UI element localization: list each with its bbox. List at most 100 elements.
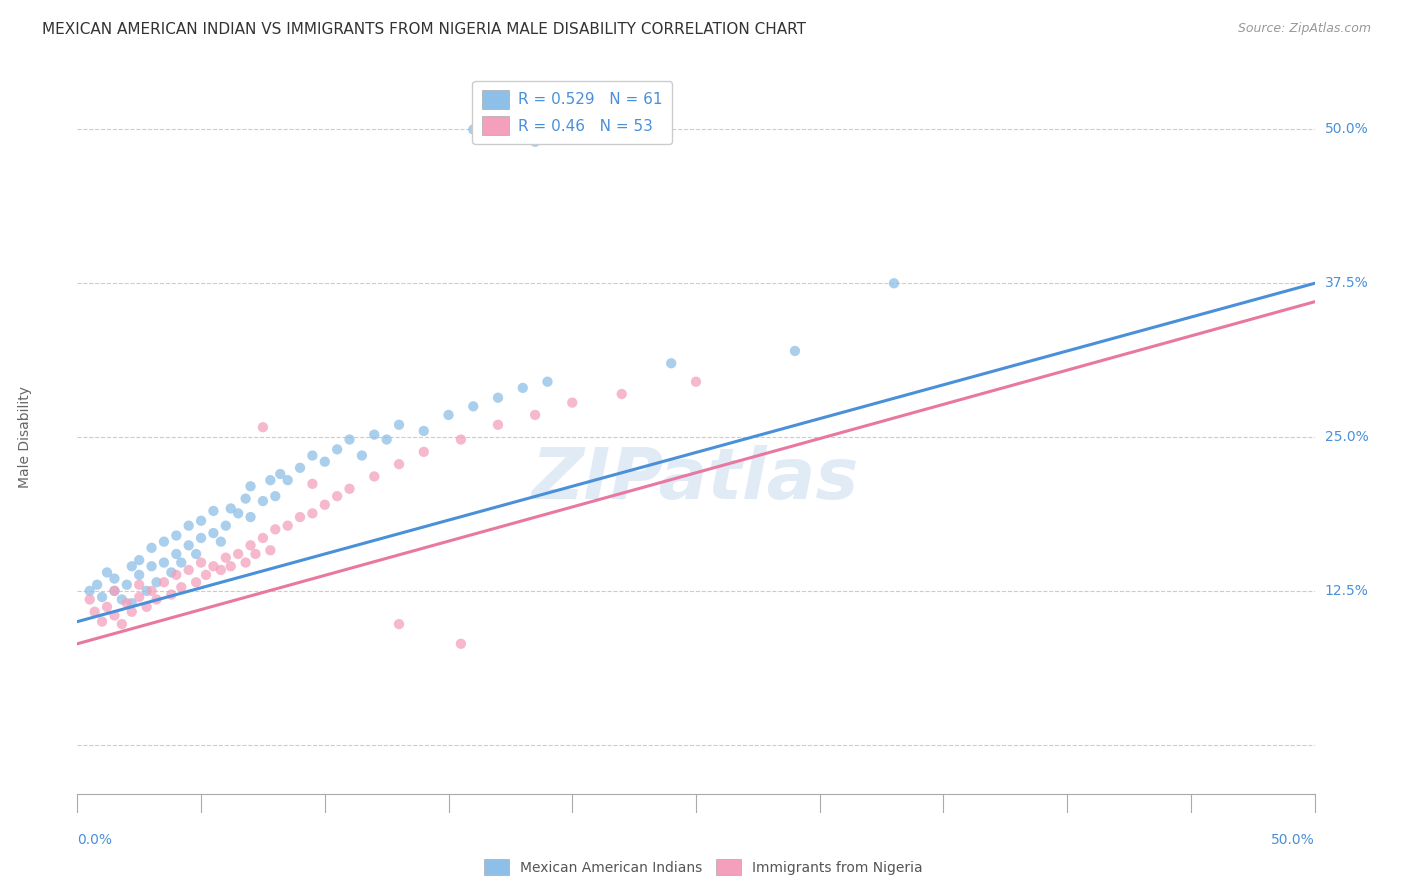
Point: [524, 408, 547, 422]
Point: [79, 592, 101, 607]
Point: [363, 469, 385, 483]
Point: [79, 583, 101, 598]
Point: [783, 343, 806, 358]
Point: [141, 559, 163, 574]
Text: 50.0%: 50.0%: [1324, 122, 1368, 136]
Point: [135, 599, 157, 614]
Point: [277, 473, 299, 487]
Point: [103, 583, 125, 598]
Point: [160, 566, 183, 580]
Point: [135, 583, 157, 598]
Point: [184, 575, 207, 590]
Point: [165, 547, 187, 561]
Point: [301, 449, 323, 463]
Point: [141, 541, 163, 555]
Point: [252, 531, 274, 545]
Point: [350, 449, 373, 463]
Point: [209, 563, 232, 577]
Point: [103, 572, 125, 586]
Point: [209, 534, 232, 549]
Point: [314, 498, 336, 512]
Point: [202, 559, 225, 574]
Point: [91, 615, 114, 629]
Text: 12.5%: 12.5%: [1324, 584, 1368, 598]
Point: [486, 417, 509, 432]
Point: [128, 578, 150, 592]
Point: [215, 518, 238, 533]
Point: [450, 433, 472, 447]
Point: [128, 567, 150, 582]
Point: [141, 583, 163, 598]
Point: [165, 567, 187, 582]
Point: [259, 543, 281, 558]
Point: [463, 122, 485, 136]
Point: [226, 507, 249, 521]
Point: [121, 605, 143, 619]
Point: [301, 507, 323, 521]
Point: [239, 479, 262, 493]
Point: [190, 531, 212, 545]
Point: [524, 135, 547, 149]
Point: [145, 575, 167, 590]
Point: [277, 518, 299, 533]
Point: [685, 375, 707, 389]
Point: [170, 580, 193, 594]
Point: [412, 445, 434, 459]
Point: [314, 455, 336, 469]
Point: [202, 526, 225, 541]
Point: [202, 504, 225, 518]
Point: [235, 491, 257, 506]
Text: ZIPatlas: ZIPatlas: [533, 445, 859, 515]
Point: [111, 617, 134, 632]
Point: [160, 588, 183, 602]
Point: [235, 556, 257, 570]
Point: [165, 528, 187, 542]
Point: [561, 395, 583, 409]
Text: 0.0%: 0.0%: [77, 833, 112, 847]
Point: [388, 457, 411, 471]
Text: MEXICAN AMERICAN INDIAN VS IMMIGRANTS FROM NIGERIA MALE DISABILITY CORRELATION C: MEXICAN AMERICAN INDIAN VS IMMIGRANTS FR…: [42, 22, 806, 37]
Point: [326, 489, 349, 503]
Text: 50.0%: 50.0%: [1271, 833, 1315, 847]
Point: [83, 605, 105, 619]
Text: 25.0%: 25.0%: [1324, 430, 1368, 444]
Point: [388, 617, 411, 632]
Point: [177, 518, 200, 533]
Point: [91, 590, 114, 604]
Point: [363, 427, 385, 442]
Text: 37.5%: 37.5%: [1324, 277, 1368, 290]
Point: [339, 433, 361, 447]
Point: [195, 567, 218, 582]
Point: [536, 375, 558, 389]
Point: [264, 522, 287, 536]
Point: [326, 442, 349, 457]
Point: [128, 553, 150, 567]
Point: [259, 473, 281, 487]
Point: [269, 467, 291, 481]
Point: [288, 460, 311, 475]
Point: [252, 420, 274, 434]
Point: [103, 583, 125, 598]
Point: [103, 608, 125, 623]
Point: [388, 417, 411, 432]
Point: [659, 356, 682, 370]
Point: [264, 489, 287, 503]
Legend: R = 0.529   N = 61, R = 0.46   N = 53: R = 0.529 N = 61, R = 0.46 N = 53: [472, 81, 672, 144]
Point: [184, 547, 207, 561]
Point: [96, 566, 118, 580]
Legend: Mexican American Indians, Immigrants from Nigeria: Mexican American Indians, Immigrants fro…: [478, 854, 928, 880]
Point: [375, 433, 398, 447]
Point: [499, 120, 522, 134]
Point: [219, 501, 242, 516]
Point: [153, 534, 176, 549]
Point: [190, 514, 212, 528]
Point: [463, 400, 485, 414]
Point: [115, 578, 138, 592]
Point: [437, 408, 460, 422]
Point: [177, 538, 200, 552]
Text: Source: ZipAtlas.com: Source: ZipAtlas.com: [1237, 22, 1371, 36]
Point: [301, 476, 323, 491]
Point: [121, 596, 143, 610]
Point: [226, 547, 249, 561]
Point: [486, 391, 509, 405]
